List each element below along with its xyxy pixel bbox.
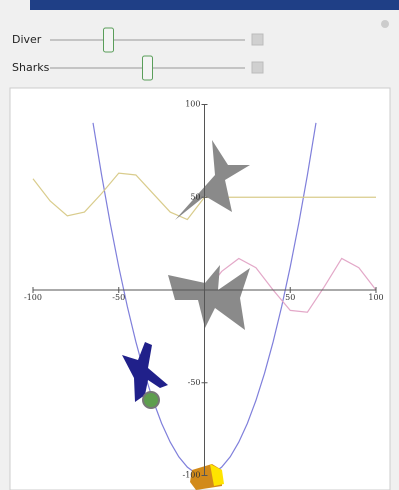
slider-thumb[interactable]	[104, 28, 114, 52]
x-tick-label: -100	[24, 293, 42, 302]
y-tick-label: 50	[190, 192, 200, 201]
plus-button[interactable]	[252, 34, 263, 45]
x-tick-label: 50	[285, 293, 295, 302]
options-button[interactable]	[381, 20, 389, 28]
y-tick-label: 100	[185, 100, 200, 109]
screen: -100 -50 50 100 100 50 -50 -100 Diver Sharks	[0, 0, 399, 490]
slider-thumb[interactable]	[143, 56, 153, 80]
plus-button[interactable]	[252, 62, 263, 73]
diver-head	[143, 392, 159, 408]
x-tick-label: 100	[368, 293, 383, 302]
control-label: Diver	[12, 33, 42, 46]
control-label: Sharks	[12, 61, 50, 74]
y-tick-label: -100	[183, 471, 201, 480]
header-bar	[30, 0, 399, 10]
page: {"controls": [{"label": "Diver", "value"…	[0, 0, 399, 490]
x-tick-label: -50	[112, 293, 125, 302]
y-tick-label: -50	[188, 378, 201, 387]
